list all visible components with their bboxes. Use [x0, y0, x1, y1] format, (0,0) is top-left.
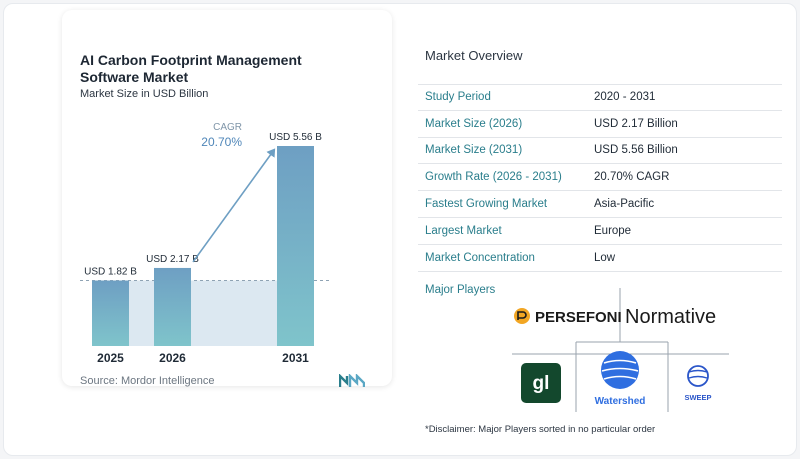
cagr-label: CAGR: [213, 122, 242, 133]
gl-name: gl: [533, 373, 550, 394]
market-overview-table: Study Period 2020 - 2031 Market Size (202…: [418, 84, 782, 272]
overview-value: 2020 - 2031: [594, 91, 656, 104]
x-tick-label: 2031: [282, 351, 309, 365]
watershed-globe-icon: [601, 351, 639, 389]
cagr-value: 20.70%: [201, 135, 242, 149]
bar-value-label: USD 5.56 B: [269, 132, 322, 143]
overview-row: Growth Rate (2026 - 2031) 20.70% CAGR: [418, 164, 782, 192]
overview-label: Growth Rate (2026 - 2031): [425, 171, 562, 184]
cagr-arrow: [192, 148, 276, 263]
bar-value-label: USD 2.17 B: [146, 254, 199, 265]
overview-label: Study Period: [425, 91, 491, 104]
bar-chart: USD 1.82 B 2025 USD 2.17 B 2026 USD 5.56 B 20…: [80, 122, 330, 365]
overview-row: Largest Market Europe: [418, 218, 782, 245]
sweep-logo: SWEEP: [684, 365, 712, 402]
sweep-name: SWEEP: [684, 393, 711, 402]
watershed-name: Watershed: [595, 396, 646, 407]
overview-value: Asia-Pacific: [594, 198, 655, 211]
persefoni-logo: PERSEFONI: [514, 308, 622, 326]
overview-value: Europe: [594, 224, 632, 237]
overview-row: Fastest Growing Market Asia-Pacific: [418, 191, 782, 218]
overview-label: Largest Market: [425, 224, 502, 237]
major-players-title: Major Players: [425, 284, 496, 296]
bar: [92, 280, 129, 346]
sweep-globe-icon: [687, 365, 709, 387]
overview-row: Market Size (2031) USD 5.56 Billion: [418, 138, 782, 165]
x-tick-label: 2025: [97, 351, 124, 365]
mordor-logo-icon: [339, 374, 365, 387]
normative-name: Normative: [625, 306, 716, 328]
watershed-logo: Watershed: [595, 351, 646, 407]
disclaimer-note: *Disclaimer: Major Players sorted in no …: [425, 424, 656, 435]
chart-card: AI Carbon Footprint Management Software …: [62, 10, 392, 387]
bar: [277, 146, 314, 346]
overview-label: Market Concentration: [425, 251, 535, 264]
market-overview-title: Market Overview: [425, 48, 523, 63]
chart-title: AI Carbon Footprint Management Software …: [80, 52, 302, 85]
persefoni-mark-icon: [514, 308, 530, 324]
source-note: Source: Mordor Intelligence: [80, 375, 215, 387]
overview-label: Market Size (2026): [425, 117, 523, 130]
gl-logo: gl: [521, 363, 561, 403]
overview-row: Study Period 2020 - 2031: [418, 84, 782, 111]
persefoni-name: PERSEFONI: [535, 309, 622, 326]
overview-value: Low: [594, 251, 616, 264]
overview-label: Fastest Growing Market: [425, 198, 548, 211]
overview-value: 20.70% CAGR: [594, 171, 670, 184]
x-tick-label: 2026: [159, 351, 186, 365]
chart-subtitle: Market Size in USD Billion: [80, 88, 209, 100]
overview-value: USD 5.56 Billion: [594, 144, 678, 157]
overview-value: USD 2.17 Billion: [594, 117, 678, 130]
bar-value-label: USD 1.82 B: [84, 267, 137, 278]
overview-row: Market Concentration Low: [418, 245, 782, 272]
bar: [154, 267, 191, 346]
overview-row: Market Size (2026) USD 2.17 Billion: [418, 111, 782, 138]
overview-label: Market Size (2031): [425, 144, 523, 157]
